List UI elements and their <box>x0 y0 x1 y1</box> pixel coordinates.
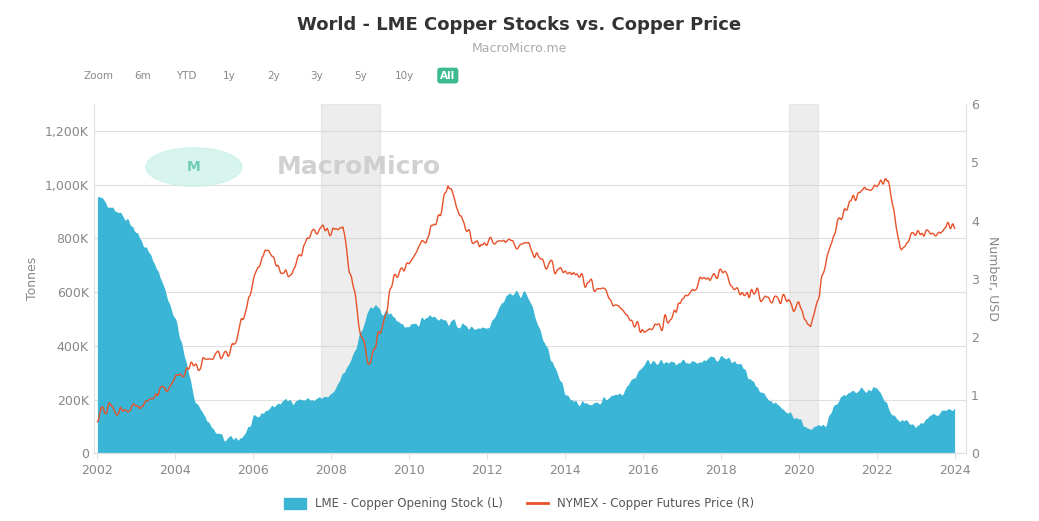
Text: 10y: 10y <box>395 70 414 81</box>
Text: 5y: 5y <box>354 70 367 81</box>
Text: MacroMicro: MacroMicro <box>276 155 441 179</box>
Text: MacroMicro.me: MacroMicro.me <box>472 42 567 55</box>
Text: 1y: 1y <box>223 70 236 81</box>
Text: 3y: 3y <box>311 70 323 81</box>
Bar <box>789 104 818 453</box>
Bar <box>321 104 380 453</box>
Text: M: M <box>187 160 201 174</box>
Text: World - LME Copper Stocks vs. Copper Price: World - LME Copper Stocks vs. Copper Pri… <box>297 16 742 34</box>
Text: 2y: 2y <box>267 70 279 81</box>
Legend: LME - Copper Opening Stock (L), NYMEX - Copper Futures Price (R): LME - Copper Opening Stock (L), NYMEX - … <box>279 493 760 515</box>
Y-axis label: Number, USD: Number, USD <box>986 237 998 321</box>
Text: All: All <box>441 70 455 81</box>
Y-axis label: Tonnes: Tonnes <box>26 257 39 301</box>
Circle shape <box>145 148 242 186</box>
Text: Zoom: Zoom <box>84 70 113 81</box>
Text: YTD: YTD <box>176 70 196 81</box>
Text: 6m: 6m <box>134 70 151 81</box>
